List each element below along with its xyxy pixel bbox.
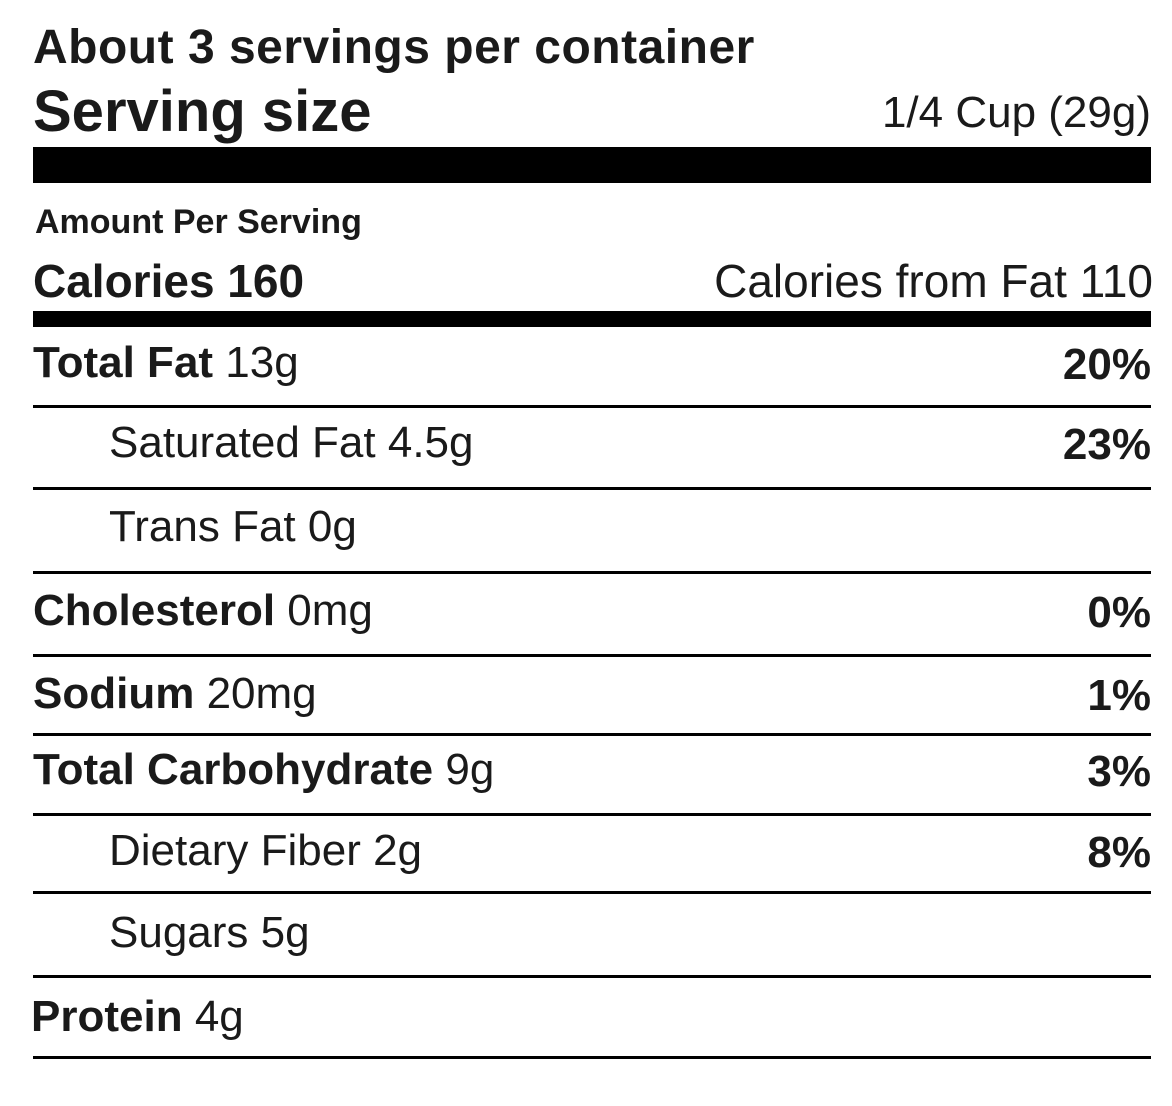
nutrient-amount: 13g [225,338,299,387]
nutrient-name: Cholesterol [33,586,276,635]
nutrient-row-saturated-fat: Saturated Fat 4.5g 23% [33,418,1151,482]
row-divider [33,405,1151,408]
nutrient-label: Cholesterol 0mg [33,586,373,636]
servings-per-container: About 3 servings per container [33,21,755,74]
nutrient-name: Protein [31,992,183,1041]
nutrient-daily-value: 20% [1062,340,1151,389]
nutrient-label: Dietary Fiber 2g [109,826,422,876]
nutrient-amount: 4.5g [387,418,474,467]
nutrient-amount: 0mg [287,586,373,635]
nutrient-row-sugars: Sugars 5g [33,908,1151,972]
nutrient-amount: 9g [445,745,495,794]
nutrient-row-protein: Protein 4g [31,992,1149,1056]
nutrient-row-total-fat: Total Fat 13g 20% [33,338,1151,402]
row-divider [33,891,1151,894]
row-divider [33,733,1151,736]
row-divider [33,1056,1151,1059]
row-divider [33,813,1151,816]
row-divider [33,654,1151,657]
serving-size-value: 1/4 Cup (29g) [881,88,1151,137]
nutrient-amount: 20mg [206,669,317,718]
medium-divider [33,311,1151,327]
nutrient-row-total-carbohydrate: Total Carbohydrate 9g 3% [33,745,1151,809]
row-divider [33,571,1151,574]
nutrient-row-cholesterol: Cholesterol 0mg 0% [33,586,1151,650]
nutrient-label: Total Carbohydrate 9g [33,745,494,795]
nutrient-label: Sodium 20mg [33,669,317,719]
nutrient-label: Sugars 5g [109,908,310,958]
nutrient-daily-value: 23% [1062,420,1151,469]
serving-size-label: Serving size [33,79,372,144]
nutrient-name: Dietary Fiber [109,826,361,875]
row-divider [33,487,1151,490]
nutrient-name: Trans Fat [109,502,296,551]
nutrient-amount: 2g [373,826,423,875]
nutrient-label: Trans Fat 0g [109,502,357,552]
amount-per-serving: Amount Per Serving [35,203,362,241]
nutrient-daily-value: 0% [1087,588,1151,637]
nutrient-name: Saturated Fat [109,418,376,467]
calories-label: Calories 160 [33,255,305,307]
nutrient-daily-value: 1% [1087,671,1151,720]
thick-divider [33,147,1151,183]
nutrient-label: Total Fat 13g [33,338,299,388]
nutrient-name: Sugars [109,908,249,957]
nutrient-amount: 0g [307,502,357,551]
nutrient-row-dietary-fiber: Dietary Fiber 2g 8% [33,826,1151,890]
nutrition-facts-label: About 3 servings per container Serving s… [31,0,1153,1106]
nutrient-row-sodium: Sodium 20mg 1% [33,669,1151,733]
nutrient-name: Sodium [33,669,195,718]
row-divider [33,975,1151,978]
nutrient-amount: 5g [260,908,310,957]
nutrient-daily-value: 3% [1087,747,1151,796]
nutrient-label: Saturated Fat 4.5g [109,418,473,468]
nutrient-daily-value: 8% [1087,828,1151,877]
nutrient-amount: 4g [194,992,244,1041]
nutrient-name: Total Fat [33,338,214,387]
nutrient-label: Protein 4g [31,992,244,1042]
calories-row: Calories 160 Calories from Fat 110 [33,254,1153,310]
calories-from-fat: Calories from Fat 110 [714,255,1153,307]
nutrient-name: Total Carbohydrate [33,745,434,794]
serving-size-row: Serving size 1/4 Cup (29g) [33,78,1151,144]
nutrient-row-trans-fat: Trans Fat 0g [33,502,1151,566]
